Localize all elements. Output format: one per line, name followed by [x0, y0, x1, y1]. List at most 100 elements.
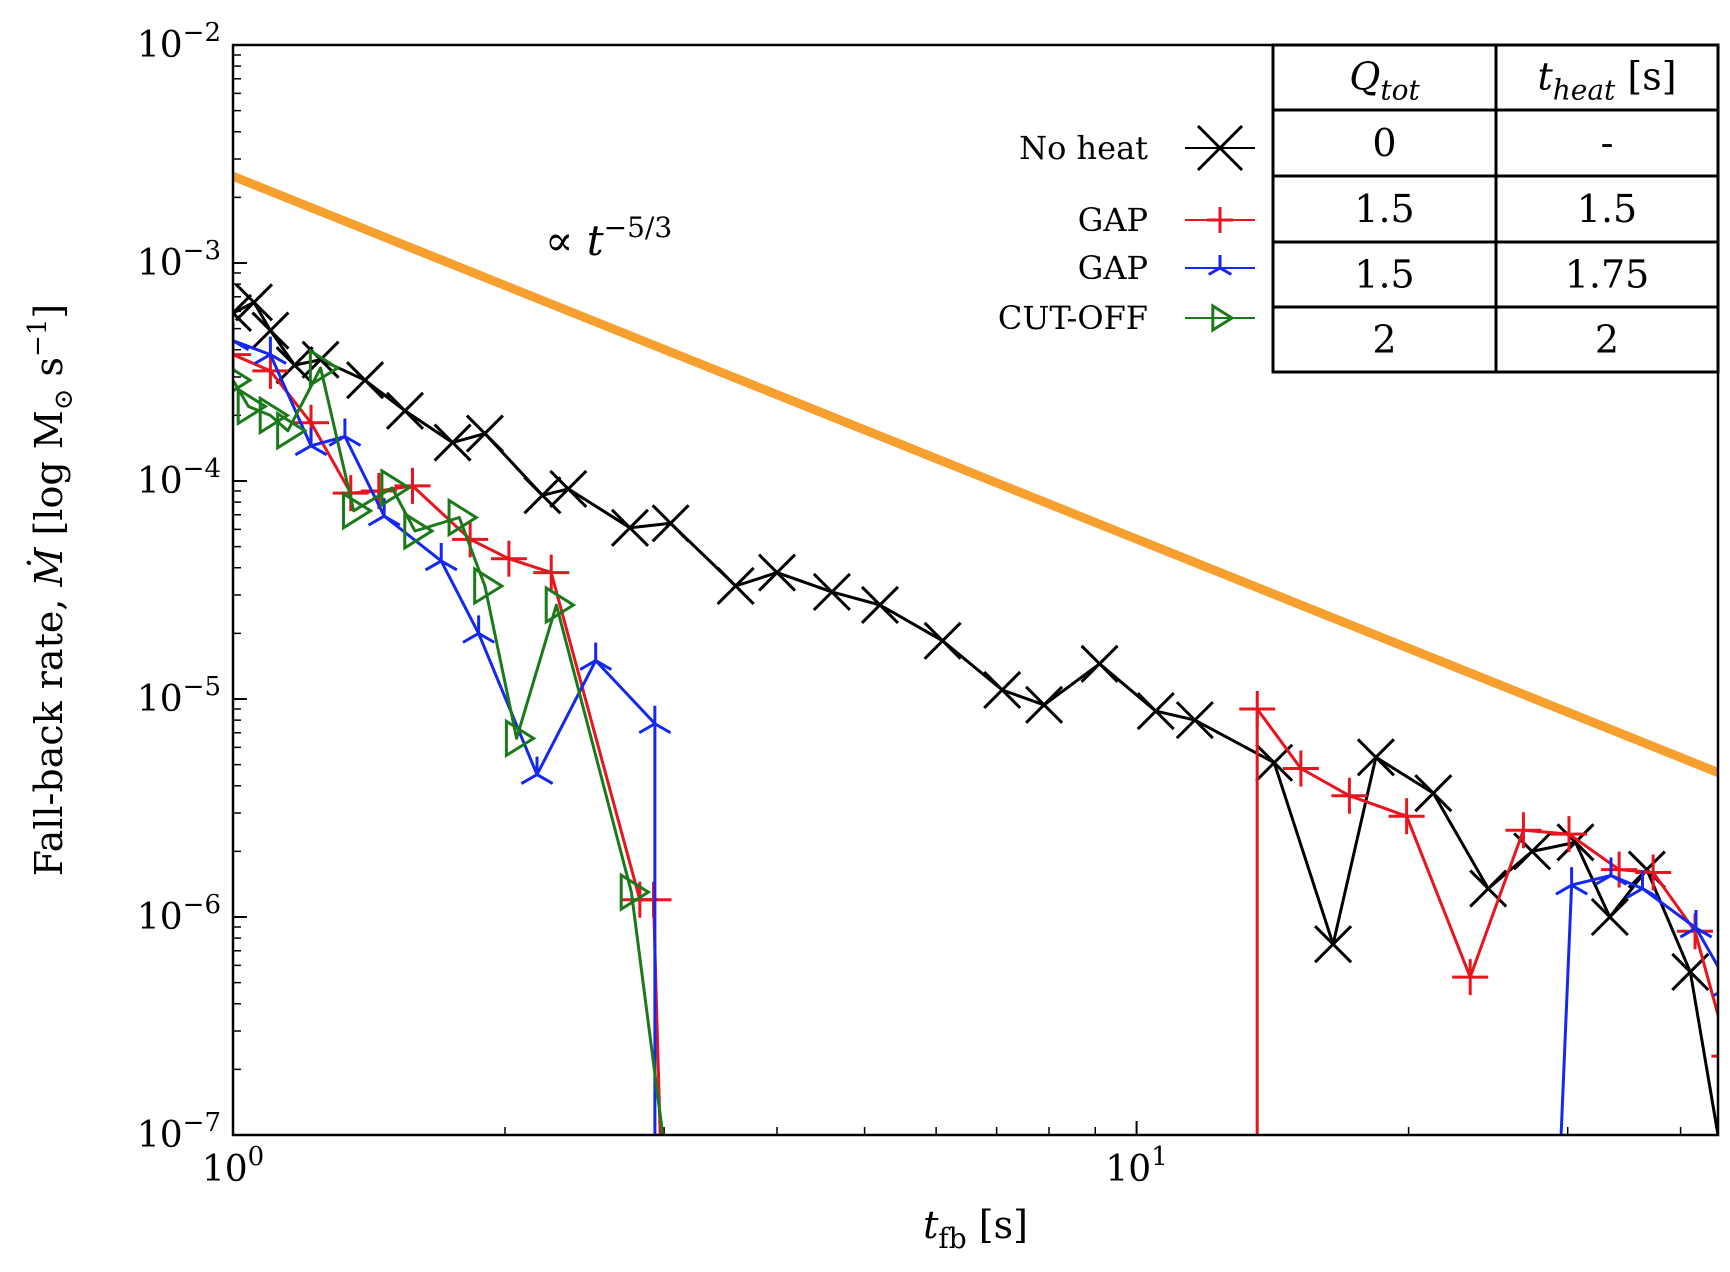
table-cell: 1.5 — [1354, 253, 1414, 297]
y-tick-label: 10−4 — [137, 454, 221, 502]
data-point — [294, 427, 328, 457]
x-tick-label: 100 — [202, 1142, 264, 1190]
data-point — [236, 386, 269, 427]
data-point — [923, 621, 962, 660]
data-point — [1414, 774, 1453, 813]
legend-entry: No heat — [1019, 124, 1255, 172]
data-point — [1679, 910, 1713, 939]
table-cell: - — [1601, 121, 1614, 165]
data-point — [367, 498, 401, 527]
table-cell: 1.5 — [1577, 187, 1637, 231]
data-point — [465, 414, 504, 453]
legend-entry: GAP — [1078, 249, 1255, 287]
parameter-table: Qtot theat [s] 0 - 1.5 1.5 1.5 1.75 2 2 — [1271, 43, 1720, 374]
data-point — [251, 311, 290, 350]
data-point — [1239, 690, 1276, 727]
data-point — [403, 511, 435, 551]
table-cell: 2 — [1372, 318, 1396, 362]
series-no-heat — [233, 283, 1718, 1135]
data-point — [860, 585, 900, 625]
data-point — [462, 615, 496, 644]
data-point — [385, 391, 425, 430]
legend: No heat GAP GAP CUT-OFF — [998, 124, 1255, 337]
data-point — [544, 585, 577, 625]
x-tick-label: 101 — [1105, 1142, 1167, 1190]
data-point — [638, 705, 672, 735]
legend-marker — [1207, 255, 1233, 276]
data-point — [579, 642, 613, 671]
legend-label: GAP — [1078, 249, 1148, 287]
data-point — [1555, 867, 1589, 896]
annotation-layer: ∝ t−5/3 — [545, 211, 672, 265]
data-point — [619, 872, 652, 912]
legend-entry: CUT-OFF — [998, 299, 1255, 337]
data-point — [345, 361, 385, 400]
x-axis-title: tfb [s] — [923, 1203, 1028, 1255]
data-point — [452, 521, 489, 558]
y-tick-label: 10−3 — [137, 236, 221, 284]
table-header: Qtot — [1349, 55, 1420, 107]
data-point — [1175, 701, 1214, 740]
data-point — [1594, 857, 1628, 886]
data-point — [1282, 750, 1319, 787]
data-point — [252, 352, 289, 389]
legend-label: No heat — [1019, 129, 1148, 167]
y-tick-label: 10−7 — [137, 1108, 221, 1156]
data-point — [233, 293, 253, 333]
series-layer — [233, 283, 1718, 1135]
data-point — [341, 491, 374, 531]
legend-label: CUT-OFF — [998, 299, 1148, 337]
data-point — [308, 348, 341, 388]
data-point — [757, 553, 797, 592]
data-point — [1551, 816, 1588, 853]
legend-marker — [1196, 124, 1244, 172]
data-point — [716, 566, 755, 606]
data-point — [1356, 738, 1395, 777]
series-cut-off — [233, 348, 665, 1135]
table-cell: 2 — [1595, 318, 1619, 362]
data-point — [1331, 777, 1368, 814]
data-point — [433, 423, 472, 462]
data-point — [1314, 925, 1353, 964]
data-point — [1388, 798, 1425, 835]
data-point — [234, 283, 274, 322]
y-tick-label: 10−5 — [137, 672, 221, 720]
legend-entry: GAP — [1078, 201, 1255, 239]
data-point — [394, 467, 431, 504]
data-point — [549, 469, 588, 508]
data-point — [424, 542, 458, 572]
legend-marker — [1207, 207, 1233, 233]
data-point — [275, 346, 314, 385]
table-header: theat [s] — [1537, 55, 1676, 107]
data-point — [1505, 812, 1542, 849]
data-point — [1452, 959, 1489, 996]
reference-line-layer — [233, 172, 1718, 777]
data-point — [473, 566, 505, 606]
data-point — [253, 336, 287, 365]
data-point — [533, 554, 570, 591]
legend-marker — [1211, 303, 1235, 333]
data-point — [520, 756, 554, 785]
data-point — [1080, 644, 1119, 683]
table-cell: 1.75 — [1565, 253, 1650, 297]
data-point — [447, 497, 480, 538]
data-point — [504, 718, 537, 759]
data-point — [1025, 685, 1064, 724]
reference-slope-line — [233, 172, 1718, 777]
data-point — [983, 670, 1022, 710]
data-point — [812, 572, 851, 611]
data-point — [276, 411, 308, 451]
data-point — [1556, 823, 1595, 862]
plot-frame — [231, 43, 1720, 1137]
series-line — [1255, 707, 1718, 1135]
data-point — [1469, 869, 1508, 908]
data-point — [1590, 897, 1629, 937]
y-axis-title: Fall-back rate, Ṁ [log M⊙ s−1] — [23, 304, 79, 876]
data-point — [523, 476, 562, 515]
data-point — [233, 336, 251, 373]
table-cell: 0 — [1372, 121, 1396, 165]
data-point — [258, 395, 291, 436]
data-point — [1136, 692, 1175, 731]
data-point — [233, 322, 250, 352]
